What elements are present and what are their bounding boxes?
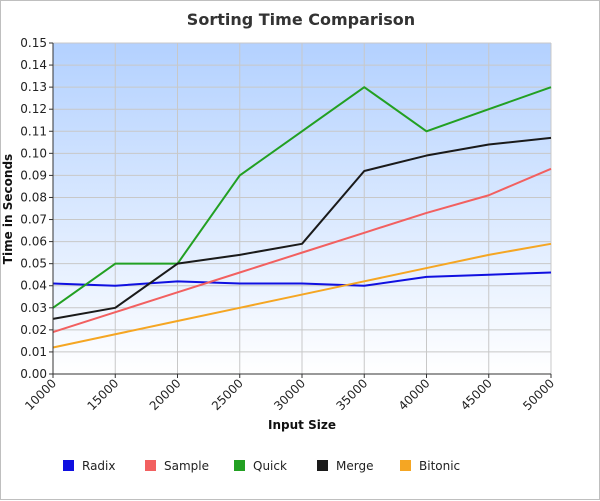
series-line-bitonic: [52, 242, 552, 349]
legend-swatch-merge: [317, 460, 328, 471]
y-tick-label: 0.00: [20, 367, 47, 381]
y-tick-label: 0.02: [20, 323, 47, 337]
y-tick-label: 0.07: [20, 213, 47, 227]
y-tick-label: 0.08: [20, 190, 47, 204]
legend-swatch-bitonic: [400, 460, 411, 471]
y-tick-label: 0.06: [20, 235, 47, 249]
legend-swatch-quick: [234, 460, 245, 471]
y-tick-label: 0.09: [20, 168, 47, 182]
x-tick-label: 45000: [458, 376, 495, 413]
y-tick-label: 0.03: [20, 301, 47, 315]
series-line-sample: [52, 167, 552, 334]
legend: Radix Sample Quick Merge Bitonic: [63, 459, 460, 473]
y-tick-label: 0.01: [20, 345, 47, 359]
y-tick-label: 0.10: [20, 146, 47, 160]
legend-label-sample: Sample: [164, 459, 209, 473]
legend-label-radix: Radix: [82, 459, 115, 473]
series-line-merge: [52, 136, 552, 320]
legend-label-bitonic: Bitonic: [419, 459, 460, 473]
series-line-quick: [52, 86, 552, 309]
x-tick-label: 40000: [396, 376, 433, 413]
y-tick-label: 0.15: [20, 36, 47, 50]
y-tick-label: 0.14: [20, 58, 47, 72]
x-tick-label: 50000: [520, 376, 557, 413]
y-tick-label: 0.11: [20, 124, 47, 138]
y-axis-title: Time in Seconds: [1, 154, 15, 264]
legend-swatch-sample: [145, 460, 156, 471]
y-tick-label: 0.13: [20, 80, 47, 94]
x-tick-label: 15000: [84, 376, 121, 413]
series-line-radix: [52, 271, 552, 287]
y-tick-label: 0.04: [20, 279, 47, 293]
x-tick-labels: 10000 15000 20000 25000 30000 35000 40000 45000…: [22, 376, 557, 413]
y-tick-label: 0.12: [20, 102, 47, 116]
legend-label-quick: Quick: [253, 459, 287, 473]
x-tick-label: 25000: [209, 376, 246, 413]
x-tick-label: 30000: [271, 376, 308, 413]
x-tick-label: 20000: [147, 376, 184, 413]
y-tick-labels: 0.00 0.01 0.02 0.03 0.04 0.05 0.06 0.07 0.08 0.09…: [20, 36, 47, 381]
x-tick-label: 35000: [333, 376, 370, 413]
legend-swatch-radix: [63, 460, 74, 471]
series-lines: [52, 86, 552, 349]
chart-title: Sorting Time Comparison: [187, 10, 415, 29]
y-tick-label: 0.05: [20, 257, 47, 271]
legend-label-merge: Merge: [336, 459, 373, 473]
x-tick-label: 10000: [22, 376, 59, 413]
x-axis-title: Input Size: [268, 418, 336, 432]
